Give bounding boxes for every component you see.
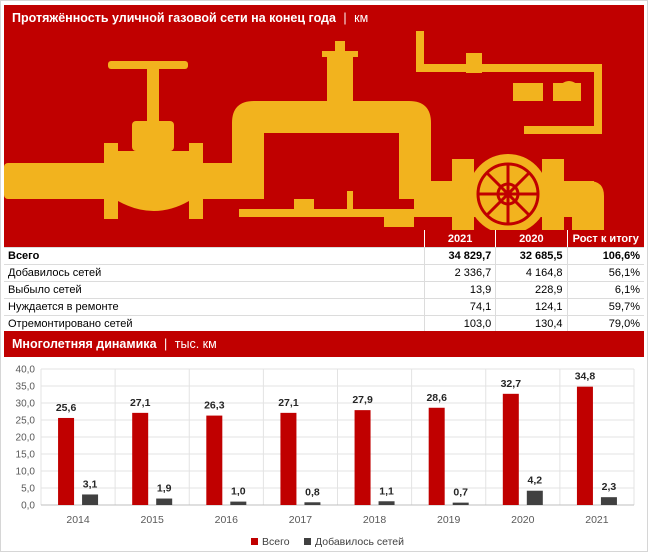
row-value-2021: 13,9 <box>424 281 496 299</box>
row-value-2020: 4 164,8 <box>495 264 568 282</box>
section-separator: | <box>164 337 168 351</box>
row-value-2021: 103,0 <box>424 315 496 333</box>
row-value-2020: 32 685,5 <box>495 247 568 265</box>
row-label: Всего <box>4 247 425 265</box>
header-title: Протяжённость уличной газовой сети на ко… <box>12 11 336 25</box>
bar-total <box>502 393 519 505</box>
dynamics-bar-chart: 0,0 5,0 10,0 15,0 20,0 25,0 30,0 35,0 40,0 25,6 3,… <box>16 365 635 548</box>
y-tick-label: 5,0 <box>21 484 35 495</box>
y-tick-label: 0,0 <box>21 501 35 512</box>
row-value-2020: 124,1 <box>495 298 568 316</box>
data-label-added: 2,3 <box>602 481 617 493</box>
gas-network-table: 2021 2020 Рост к итогу Всего 34 829,7 32… <box>4 230 644 333</box>
gas-pipe-illustration <box>4 31 644 231</box>
data-label-total: 32,7 <box>501 378 522 390</box>
table-header-2020: 2020 <box>495 230 568 248</box>
table-row: Отремонтировано сетей 103,0 130,4 79,0% <box>4 315 644 333</box>
section-title: Многолетняя динамика <box>12 337 157 351</box>
row-label: Выбыло сетей <box>4 281 425 299</box>
bar-total <box>576 386 593 505</box>
table-row: Выбыло сетей 13,9 228,9 6,1% <box>4 281 644 299</box>
row-value-2021: 74,1 <box>424 298 496 316</box>
bar-total <box>354 410 371 505</box>
data-label-added: 1,0 <box>231 486 246 498</box>
header-unit: км <box>354 11 369 25</box>
legend-swatch-total <box>251 538 258 545</box>
bar-added <box>156 498 173 505</box>
row-label: Добавилось сетей <box>4 264 425 282</box>
header-title-bar: Протяжённость уличной газовой сети на ко… <box>4 5 644 31</box>
row-growth: 59,7% <box>566 298 644 316</box>
row-value-2021: 2 336,7 <box>424 264 496 282</box>
row-growth: 79,0% <box>566 315 644 333</box>
y-tick-label: 15,0 <box>16 450 36 461</box>
x-tick-label: 2019 <box>437 514 461 526</box>
table-row: Добавилось сетей 2 336,7 4 164,8 56,1% <box>4 264 644 282</box>
data-label-added: 1,1 <box>379 485 394 497</box>
table-header-label <box>4 230 425 248</box>
data-label-added: 1,9 <box>157 483 172 495</box>
bar-total <box>206 415 223 505</box>
legend-label-added: Добавилось сетей <box>315 536 404 548</box>
row-label: Нуждается в ремонте <box>4 298 425 316</box>
data-label-total: 27,1 <box>278 397 299 409</box>
table-row: Всего 34 829,7 32 685,5 106,6% <box>4 247 644 265</box>
header-separator: | <box>343 11 347 25</box>
bar-added <box>452 502 469 505</box>
table-header-growth: Рост к итогу <box>566 230 644 248</box>
bar-added <box>230 501 247 505</box>
x-tick-label: 2014 <box>66 514 90 526</box>
bar-added <box>600 497 617 505</box>
row-growth: 56,1% <box>566 264 644 282</box>
row-value-2020: 228,9 <box>495 281 568 299</box>
y-tick-label: 20,0 <box>16 433 36 444</box>
legend-swatch-added <box>304 538 311 545</box>
table-header-row: 2021 2020 Рост к итогу <box>4 230 644 248</box>
data-label-total: 27,9 <box>352 394 373 406</box>
x-tick-label: 2017 <box>289 514 313 526</box>
bar-added <box>378 501 395 505</box>
data-label-added: 3,1 <box>83 478 98 490</box>
bar-added <box>526 490 543 505</box>
row-value-2020: 130,4 <box>495 315 568 333</box>
data-label-added: 0,8 <box>305 486 320 498</box>
bar-total <box>280 412 297 505</box>
bar-total <box>428 407 445 505</box>
row-value-2021: 34 829,7 <box>424 247 496 265</box>
data-label-total: 27,1 <box>130 397 151 409</box>
data-label-total: 26,3 <box>204 400 225 412</box>
bar-total <box>58 417 75 505</box>
row-growth: 6,1% <box>566 281 644 299</box>
row-growth: 106,6% <box>566 247 644 265</box>
y-tick-label: 35,0 <box>16 382 36 393</box>
data-label-added: 4,2 <box>528 475 543 487</box>
bar-added <box>304 502 321 505</box>
row-label: Отремонтировано сетей <box>4 315 425 333</box>
bar-added <box>82 494 99 505</box>
y-tick-label: 25,0 <box>16 416 36 427</box>
x-tick-label: 2021 <box>585 514 609 526</box>
data-label-total: 28,6 <box>426 392 447 404</box>
bar-total <box>132 412 149 505</box>
x-tick-label: 2020 <box>511 514 535 526</box>
y-tick-label: 40,0 <box>16 365 36 376</box>
legend-label-total: Всего <box>262 536 290 548</box>
x-tick-label: 2015 <box>141 514 165 526</box>
table-row: Нуждается в ремонте 74,1 124,1 59,7% <box>4 298 644 316</box>
data-label-added: 0,7 <box>453 487 468 499</box>
x-tick-label: 2018 <box>363 514 387 526</box>
table-header-2021: 2021 <box>424 230 496 248</box>
section-title-bar: Многолетняя динамика | тыс. км <box>4 331 644 357</box>
section-unit: тыс. км <box>174 337 217 351</box>
data-label-total: 34,8 <box>575 371 596 383</box>
data-label-total: 25,6 <box>56 402 77 414</box>
x-tick-label: 2016 <box>215 514 239 526</box>
y-tick-label: 30,0 <box>16 399 36 410</box>
y-tick-label: 10,0 <box>16 467 36 478</box>
